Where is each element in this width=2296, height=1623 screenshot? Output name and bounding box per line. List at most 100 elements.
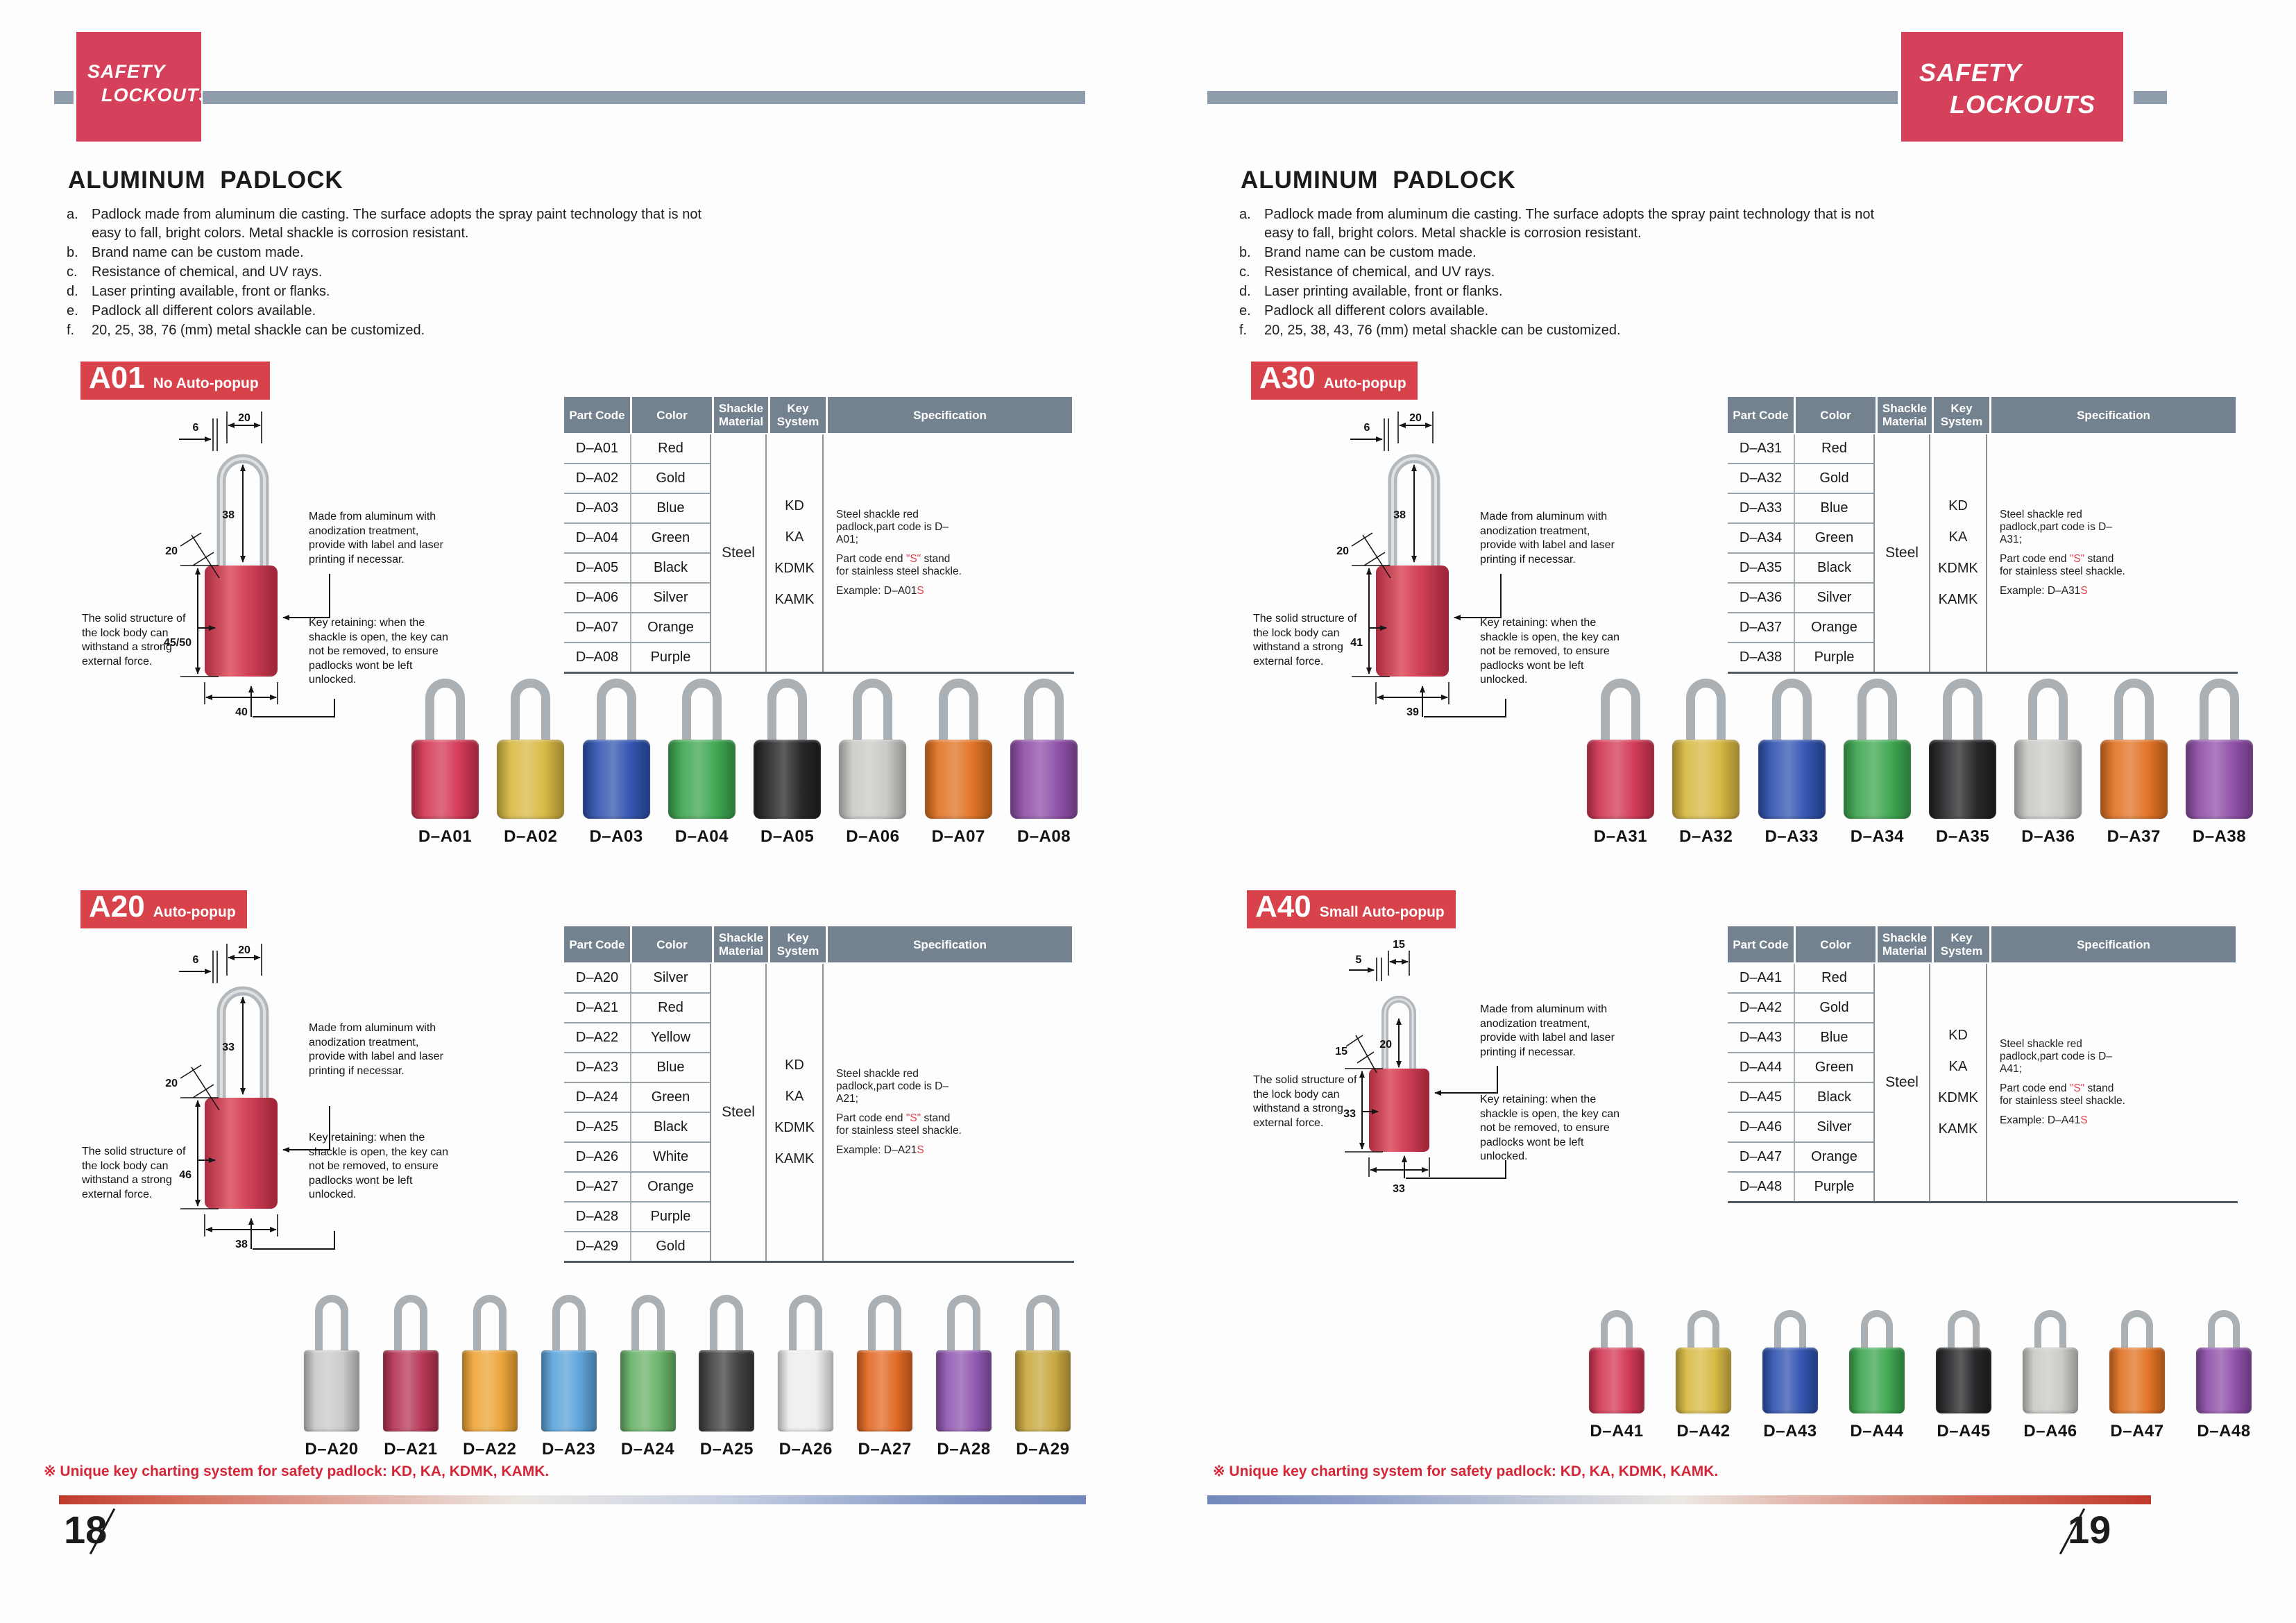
color-name-cell: Green [1794, 524, 1873, 552]
shackle-material-cell: Steel [710, 964, 765, 1261]
spec-s-flag: "S" [905, 553, 921, 565]
column-header: Specification [828, 397, 1072, 433]
spec-example: Example: D–A31 [2000, 585, 2081, 597]
table-row: D–A46 Silver [1728, 1113, 1873, 1143]
padlock-shackle-icon [1861, 1310, 1893, 1356]
padlock-item: D–A37 [2100, 679, 2168, 847]
part-code-rows: D–A41 Red D–A42 Gold D–A43 Blue D–A44 Green D–A4… [1728, 964, 1873, 1201]
padlock-shackle-icon [938, 679, 978, 748]
padlock-shackle-icon [596, 679, 636, 748]
padlock-code-label: D–A26 [779, 1440, 833, 1459]
annotation-note: The solid structure of the lock body can… [1253, 1074, 1357, 1129]
padlock-item: D–A36 [2014, 679, 2082, 847]
padlock-shackle-icon [947, 1295, 980, 1359]
feature-item: f. 20, 25, 38, 43, 76 (mm) metal shackle … [1239, 321, 1885, 340]
key-system-option: KAMK [774, 1151, 815, 1166]
spec-text: Part code end [836, 1112, 906, 1124]
padlock-code-label: D–A24 [620, 1440, 675, 1459]
dimension-label: 38 [222, 509, 235, 521]
part-code-cell: D–A26 [575, 1149, 619, 1164]
header-bar [203, 91, 1085, 104]
table-row: D–A08 Purple [564, 643, 710, 672]
padlock-code-label: D–A02 [504, 827, 558, 846]
padlock-photo-row: D–A31 D–A32 D–A33 D–A34 D–A35 D–A36 D–A37 D–A38 [1587, 679, 2253, 847]
part-code-cell: D–A24 [575, 1089, 619, 1105]
column-header: Key System [1934, 926, 1989, 962]
dimension-label: 38 [1393, 509, 1406, 521]
padlock-shackle-icon [1857, 679, 1897, 748]
spec-text: Steel shackle red padlock,part code is D… [836, 1068, 949, 1105]
feature-text: 20, 25, 38, 76 (mm) metal shackle can be… [92, 323, 425, 338]
padlock-shackle-icon [767, 679, 808, 748]
annotation-note: Made from aluminum with anodization trea… [309, 511, 443, 566]
feature-item: b. Brand name can be custom made. [1239, 244, 1885, 262]
color-name-cell: Orange [1794, 613, 1873, 642]
feature-item: c. Resistance of chemical, and UV rays. [1239, 263, 1885, 282]
feature-text: Padlock made from aluminum die casting. … [1264, 207, 1875, 241]
part-code-cell: D–A42 [1739, 1000, 1783, 1015]
padlock-shackle-icon [868, 1295, 902, 1359]
padlock-body [1843, 740, 1911, 819]
padlock-code-label: D–A01 [418, 827, 473, 846]
diagram-slot: 5 15 20 15 33 33 [1248, 930, 1622, 1259]
padlock-body [382, 1350, 439, 1431]
color-name-cell: Blue [630, 494, 710, 522]
padlock-code-label: D–A03 [589, 827, 643, 846]
table-row: D–A36 Silver [1728, 584, 1873, 613]
model-variant: No Auto-popup [153, 375, 259, 391]
spec-example: Example: D–A21 [836, 1144, 917, 1156]
annotation-note: Key retaining: when the shackle is open,… [309, 617, 449, 686]
spec-example: Example: D–A01 [836, 585, 917, 597]
dimension-label: 6 [193, 954, 199, 966]
feature-text: Resistance of chemical, and UV rays. [1264, 264, 1495, 280]
spec-table: Part Code Color Shackle Material Key Sys… [564, 397, 1074, 674]
dimension-label: 33 [1343, 1108, 1356, 1120]
padlock-code-label: D–A43 [1763, 1422, 1817, 1441]
dimension-label: 20 [1336, 545, 1349, 557]
padlock-body [2185, 740, 2253, 819]
feature-item: a. Padlock made from aluminum die casting… [1239, 205, 1885, 243]
part-code-cell: D–A38 [1739, 649, 1783, 665]
padlock-code-label: D–A08 [1017, 827, 1071, 846]
column-header: Color [632, 926, 712, 962]
padlock-shackle-icon [681, 679, 722, 748]
padlock-code-label: D–A45 [1937, 1422, 1991, 1441]
color-name-cell: Silver [630, 964, 710, 992]
model-code: A40 [1255, 890, 1311, 924]
spec-line: Steel shackle red padlock,part code is D… [836, 1068, 964, 1105]
spec-line: Part code end "S" stand for stainless st… [836, 553, 964, 578]
table-body: D–A41 Red D–A42 Gold D–A43 Blue D–A44 Green D–A4… [1728, 964, 2238, 1203]
part-code-cell: D–A21 [575, 1000, 619, 1015]
padlock-body [1587, 740, 1654, 819]
padlock-code-label: D–A22 [463, 1440, 517, 1459]
color-name-cell: Orange [630, 613, 710, 642]
color-name-cell: Gold [630, 464, 710, 493]
padlock-body [497, 740, 565, 819]
padlock-code-label: D–A44 [1850, 1422, 1904, 1441]
padlock-shackle-icon [1601, 679, 1640, 748]
color-name-cell: Yellow [630, 1023, 710, 1052]
table-header-row: Part Code Color Shackle Material Key Sys… [1728, 926, 2238, 962]
padlock-item: D–A06 [839, 679, 907, 847]
feature-label: b. [67, 245, 78, 260]
padlock-code-label: D–A48 [2197, 1422, 2251, 1441]
spec-text: stand for stainless steel shackle. [2000, 553, 2125, 577]
key-system-cell: KD KA KDMK KAMK [1929, 434, 1986, 672]
dimension-label: 5 [1356, 954, 1362, 966]
dimension-label: 20 [1379, 1039, 1392, 1051]
spec-example: Example: D–A41 [2000, 1114, 2081, 1126]
padlock-body [2109, 1348, 2165, 1413]
page-heading: ALUMINUM PADLOCK [1241, 167, 1516, 194]
padlock-code-label: D–A46 [2023, 1422, 2077, 1441]
table-body: D–A20 Silver D–A21 Red D–A22 Yellow D–A23 Blue D… [564, 964, 1074, 1263]
table-row: D–A23 Blue [564, 1053, 710, 1083]
padlock-shackle-icon [2034, 1310, 2066, 1356]
key-system-option: KDMK [1938, 1090, 1978, 1105]
color-name-cell: Gold [1794, 994, 1873, 1022]
part-code-cell: D–A46 [1739, 1119, 1783, 1135]
feature-text: Padlock made from aluminum die casting. … [92, 207, 702, 241]
padlock-body [936, 1350, 992, 1431]
dimension-labels: 6 20 38 20 45/50 40 [164, 412, 250, 718]
padlock-body [1929, 740, 1997, 819]
padlock-code-label: D–A23 [542, 1440, 596, 1459]
